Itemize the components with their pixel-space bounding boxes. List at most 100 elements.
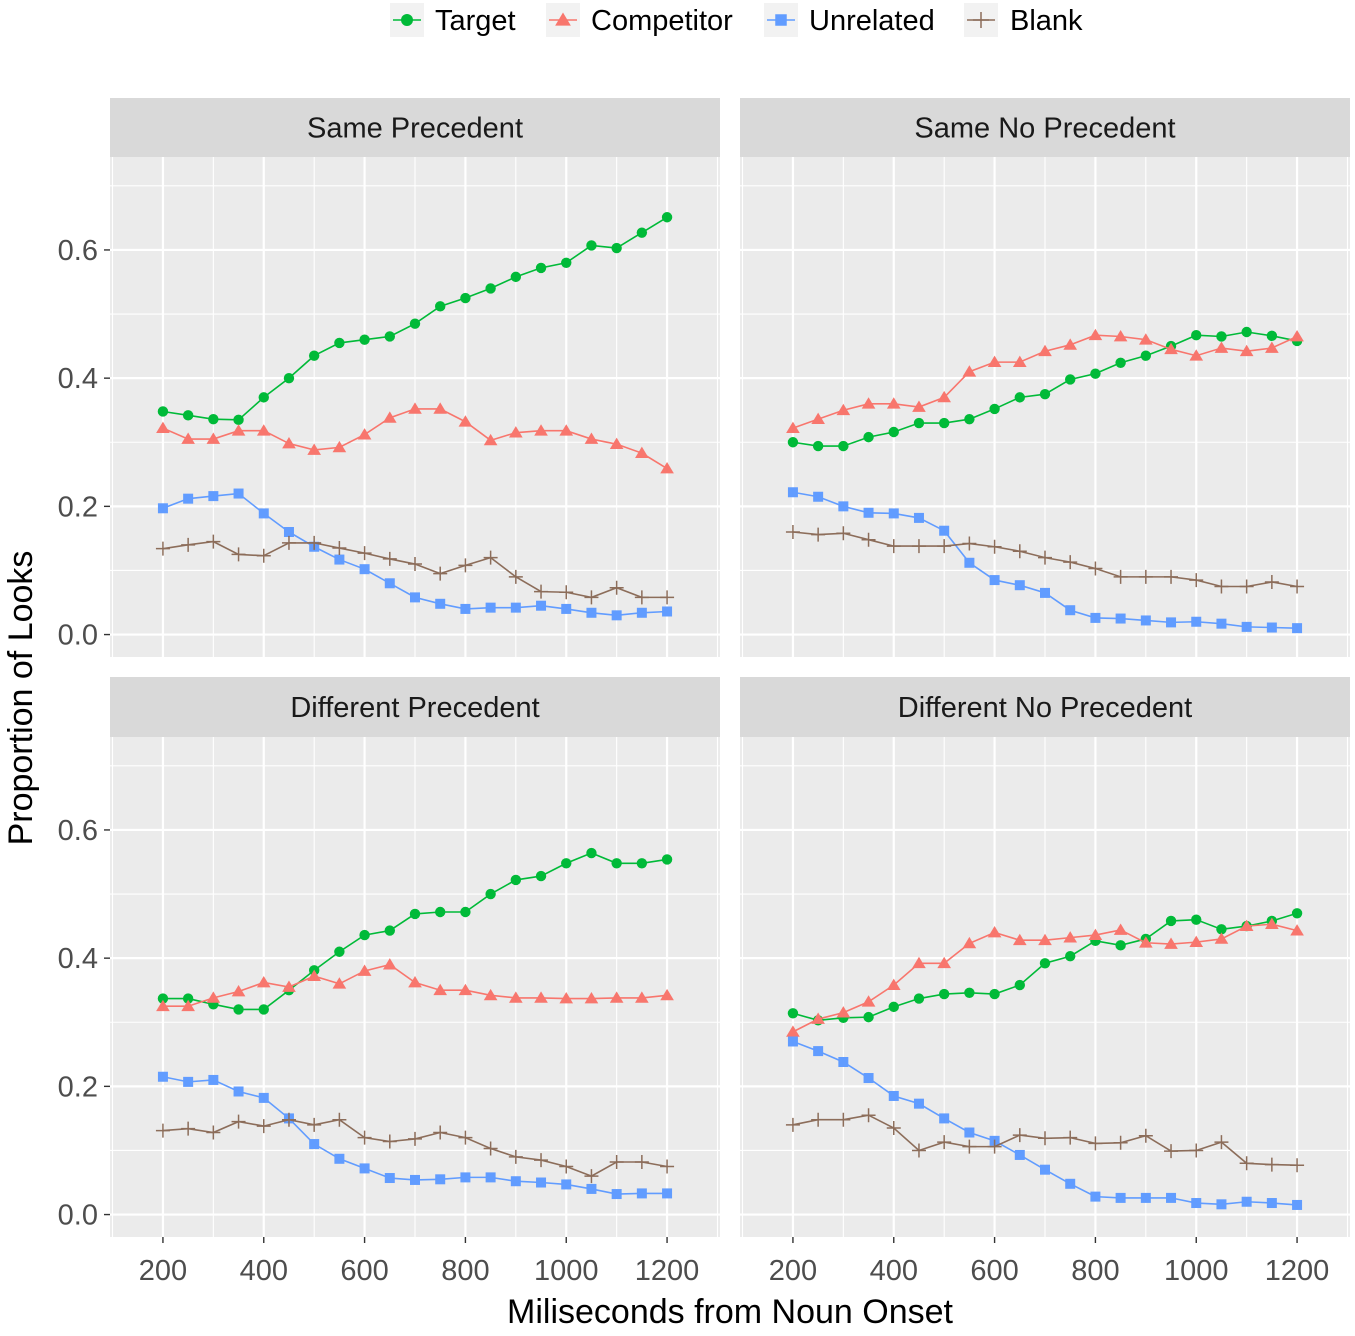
data-point-competitor: [1189, 935, 1204, 948]
data-point-target: [1065, 951, 1076, 962]
data-point-unrelated: [1065, 605, 1076, 616]
data-point-unrelated: [1140, 615, 1151, 626]
y-tick-label: 0.6: [58, 235, 98, 267]
data-point-blank: [357, 1130, 372, 1145]
data-point-blank: [508, 569, 523, 584]
data-point-competitor: [987, 355, 1002, 368]
data-point-target: [435, 301, 446, 312]
data-point-competitor: [458, 983, 473, 996]
data-point-blank: [281, 1112, 296, 1127]
data-point-unrelated: [964, 557, 975, 568]
panel-title: Different No Precedent: [898, 692, 1192, 724]
data-point-unrelated: [283, 527, 294, 537]
data-point-competitor: [231, 984, 246, 997]
data-point-blank: [584, 1169, 599, 1184]
data-point-blank: [231, 1114, 246, 1129]
series-blank: [155, 1112, 675, 1184]
data-point-blank: [1214, 1135, 1229, 1150]
data-point-blank: [937, 539, 952, 554]
data-point-target: [510, 271, 522, 283]
x-tick-label: 800: [1071, 1255, 1119, 1287]
data-point-blank: [332, 1112, 347, 1127]
data-point-target: [233, 1004, 244, 1015]
data-point-unrelated: [359, 1163, 370, 1174]
data-point-unrelated: [208, 491, 219, 502]
data-point-competitor: [382, 958, 397, 970]
data-point-target: [233, 414, 244, 426]
data-point-blank: [307, 535, 322, 550]
legend: Target Competitor Unrelated Blank: [390, 3, 1083, 37]
data-point-blank: [1012, 544, 1027, 559]
y-tick-label: 0.4: [58, 943, 98, 975]
data-point-unrelated: [989, 575, 1000, 586]
data-point-competitor: [660, 988, 674, 1001]
data-point-unrelated: [1292, 623, 1303, 634]
data-point-competitor: [1088, 928, 1103, 940]
data-point-unrelated: [258, 1092, 269, 1103]
data-point-competitor: [786, 1025, 800, 1037]
data-point-competitor: [886, 978, 901, 990]
y-tick-label: 0.6: [58, 815, 98, 847]
data-point-target: [812, 440, 824, 452]
data-point-competitor: [1239, 919, 1254, 931]
data-point-competitor: [1290, 924, 1304, 936]
data-point-blank: [408, 1131, 422, 1146]
data-point-blank: [911, 1143, 926, 1158]
legend-item-unrelated: Unrelated: [764, 3, 935, 37]
data-point-unrelated: [384, 578, 395, 589]
data-point-target: [838, 440, 849, 452]
data-point-competitor: [509, 426, 523, 438]
data-point-competitor: [509, 991, 523, 1003]
data-point-competitor: [635, 991, 649, 1003]
data-point-target: [157, 993, 169, 1004]
data-point-blank: [181, 537, 196, 552]
data-point-unrelated: [1014, 580, 1025, 591]
data-point-blank: [1264, 1157, 1279, 1172]
data-point-blank: [256, 548, 271, 563]
data-point-blank: [1088, 561, 1103, 576]
data-point-target: [535, 870, 547, 882]
data-point-unrelated: [1090, 612, 1101, 623]
data-point-target: [308, 350, 320, 361]
series-competitor: [156, 958, 674, 1012]
data-point-unrelated: [939, 1113, 950, 1124]
data-point-target: [460, 906, 471, 918]
data-point-target: [1065, 374, 1076, 385]
data-point-blank: [534, 584, 549, 599]
data-point-competitor: [1113, 923, 1128, 935]
data-point-target: [1266, 330, 1278, 342]
x-tick-label: 400: [870, 1255, 918, 1287]
x-tick-label: 400: [240, 1255, 288, 1287]
panel-same-precedent: Same Precedent: [110, 98, 720, 657]
data-point-unrelated: [1166, 1192, 1177, 1203]
data-point-unrelated: [1191, 616, 1202, 627]
panel-different-no-precedent: Different No Precedent: [740, 677, 1350, 1237]
data-point-target: [964, 987, 975, 998]
data-point-blank: [256, 1119, 271, 1134]
data-point-competitor: [382, 411, 397, 423]
x-axis: 200 400 600 800 1000 1200 200 400 600 800 1000 1200: [139, 1237, 1329, 1287]
data-point-blank: [483, 1141, 498, 1156]
series-blank: [785, 1108, 1305, 1173]
data-point-competitor: [433, 402, 448, 414]
data-point-competitor: [937, 390, 951, 403]
legend-item-blank: Blank: [964, 3, 1083, 37]
data-point-competitor: [307, 969, 321, 981]
data-point-target: [208, 413, 219, 425]
data-point-competitor: [282, 437, 296, 449]
data-point-competitor: [332, 440, 347, 453]
x-tick-label: 600: [340, 1255, 388, 1287]
data-point-target: [1039, 388, 1051, 400]
data-point-competitor: [836, 403, 851, 416]
data-point-blank: [836, 526, 851, 541]
data-point-competitor: [156, 999, 170, 1012]
data-point-blank: [1189, 1143, 1204, 1158]
data-point-competitor: [811, 1012, 825, 1024]
series-target: [787, 908, 1303, 1026]
data-point-competitor: [1189, 349, 1204, 361]
data-point-blank: [861, 1108, 876, 1123]
data-point-unrelated: [888, 508, 899, 519]
series-unrelated: [787, 1036, 1303, 1210]
data-point-target: [485, 888, 496, 900]
data-point-target: [787, 1008, 799, 1019]
